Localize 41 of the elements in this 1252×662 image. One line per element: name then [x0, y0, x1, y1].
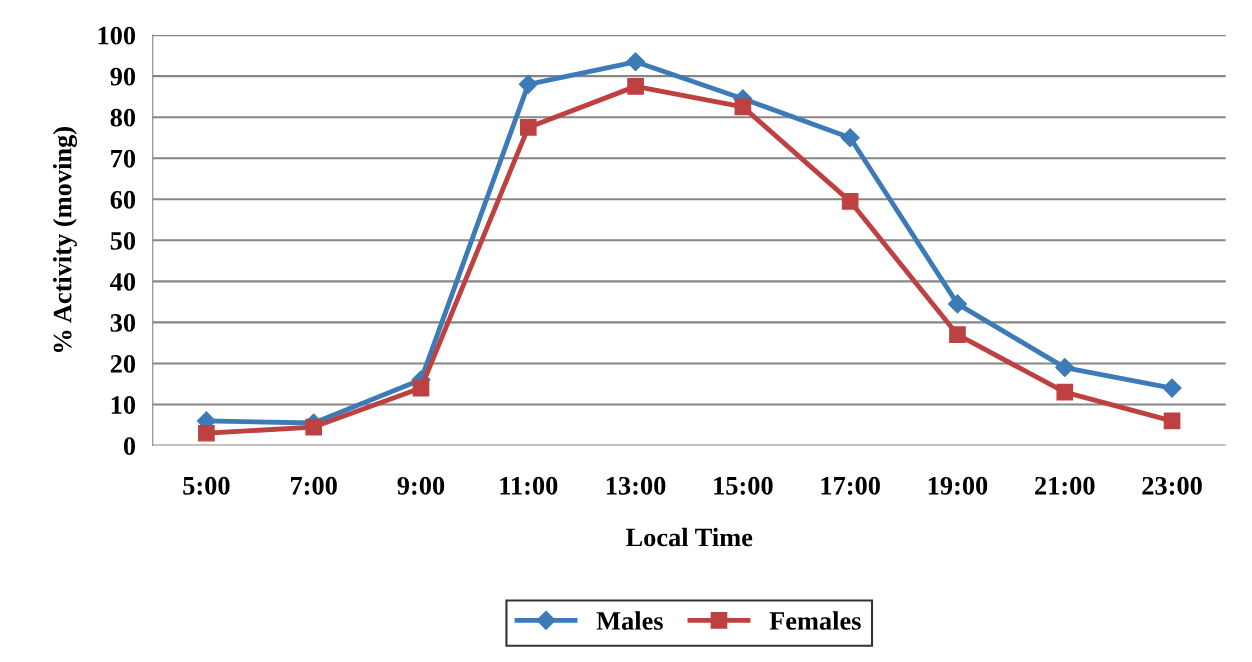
x-tick-label: 9:00 — [397, 476, 445, 495]
y-tick-label: 70 — [111, 149, 136, 168]
point — [412, 379, 430, 397]
y-tick-label: 60 — [110, 190, 136, 209]
point — [518, 74, 538, 94]
point — [519, 119, 537, 136]
x-tick-label: 23:00 — [1142, 476, 1202, 495]
x-tick-label: 19:00 — [928, 476, 988, 495]
y-tick-label: 10 — [111, 396, 136, 414]
y-tick-label: 0 — [123, 437, 136, 455]
y-tick-label: 20 — [110, 355, 136, 373]
x-tick-label: 17:00 — [821, 476, 880, 495]
point — [198, 424, 215, 442]
y-tick-label: 40 — [110, 272, 136, 291]
y-tick-label: 100 — [98, 26, 136, 45]
x-tick-label: 11:00 — [500, 476, 558, 495]
point — [1163, 412, 1181, 430]
y-tick-label: 30 — [110, 314, 136, 332]
x-tick-label: 7:00 — [291, 476, 337, 495]
y-axis-title: % Activity (moving) — [52, 127, 78, 352]
point — [1056, 383, 1074, 401]
point — [949, 326, 966, 344]
x-tick-label: 15:00 — [714, 476, 773, 495]
y-tick-label: 80 — [110, 108, 136, 127]
point — [947, 294, 968, 314]
point — [626, 52, 646, 72]
x-tick-label: 13:00 — [606, 476, 666, 495]
legend-label: Males — [596, 611, 663, 630]
x-tick-label: 5:00 — [183, 476, 230, 495]
point — [841, 192, 859, 210]
point — [840, 128, 860, 148]
legend-label: Females — [769, 611, 861, 630]
point — [627, 78, 644, 95]
y-tick-label: 50 — [110, 231, 136, 250]
x-tick-label: 21:00 — [1035, 476, 1095, 495]
x-axis-title: Local Time — [626, 527, 753, 547]
point — [1162, 378, 1182, 398]
point — [305, 418, 323, 436]
point — [1055, 358, 1075, 378]
point — [734, 98, 752, 116]
y-tick-label: 90 — [110, 67, 136, 86]
